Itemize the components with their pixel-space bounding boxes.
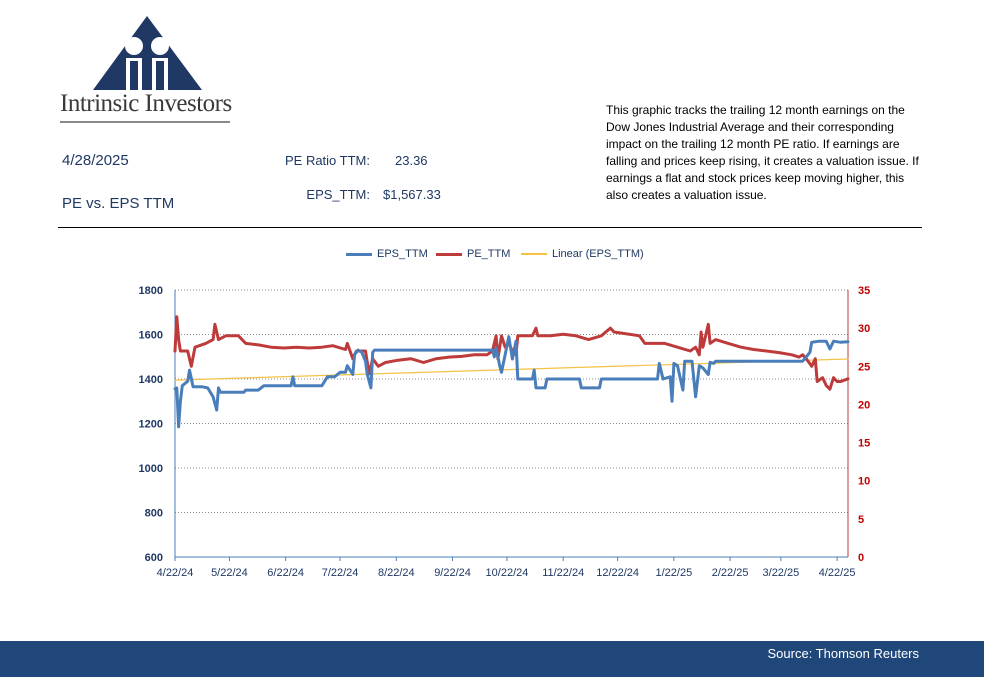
pe-eps-chart: 600 800 1000 1200 1400 1600 1800 0 5 10 15 20 25 30 35… <box>139 285 871 579</box>
y-left-tick-label: 1600 <box>139 330 163 342</box>
x-tick-label: 11/22/24 <box>542 567 584 579</box>
y-right-tick-label: 20 <box>858 399 870 411</box>
legend-trend-swatch <box>521 253 547 255</box>
x-tick-label: 10/22/24 <box>486 567 529 579</box>
legend-trend: Linear (EPS_TTM) <box>521 248 644 260</box>
x-tick-label: 2/22/25 <box>712 567 749 579</box>
y-right-tick-label: 0 <box>858 552 864 564</box>
page-subtitle: PE vs. EPS TTM <box>62 195 175 212</box>
legend-eps: EPS_TTM <box>346 248 428 260</box>
legend-pe-swatch <box>436 252 462 256</box>
x-tick-label: 5/22/24 <box>211 567 248 579</box>
x-tick-label: 9/22/24 <box>434 567 471 579</box>
x-tick-label: 3/22/25 <box>763 567 800 579</box>
legend-eps-swatch <box>346 252 372 256</box>
y-right-tick-label: 10 <box>858 476 870 488</box>
x-tick-label: 6/22/24 <box>267 567 304 579</box>
logo-underline <box>60 121 230 123</box>
logo-text: Intrinsic Investors <box>60 90 232 117</box>
y-right-tick-label: 25 <box>858 361 870 373</box>
y-left-tick-label: 1000 <box>139 463 163 475</box>
footer-source: Source: Thomson Reuters <box>767 646 920 661</box>
x-tick-label: 4/22/25 <box>819 567 856 579</box>
header-divider <box>58 227 922 228</box>
pe-ratio-label: PE Ratio TTM: <box>284 153 370 168</box>
y-left-tick-label: 800 <box>145 508 163 520</box>
footer-bar: Source: Thomson Reuters <box>0 641 984 677</box>
y-right-tick-label: 15 <box>858 438 870 450</box>
y-left-tick-label: 1400 <box>139 374 163 386</box>
logo: Intrinsic Investors <box>60 14 235 126</box>
logo-triangle-icon <box>93 16 202 90</box>
legend-eps-label: EPS_TTM <box>377 248 428 260</box>
pe-ratio-value: 23.36 <box>395 153 428 168</box>
y-right-tick-label: 5 <box>858 514 864 526</box>
description-text: This graphic tracks the trailing 12 mont… <box>606 103 919 202</box>
y-left-tick-label: 600 <box>145 552 163 564</box>
x-tick-label: 12/22/24 <box>596 567 639 579</box>
x-tick-label: 4/22/24 <box>157 567 194 579</box>
y-right-tick-label: 30 <box>858 323 870 335</box>
x-tick-label: 8/22/24 <box>378 567 415 579</box>
x-tick-label: 1/22/25 <box>656 567 693 579</box>
y-right-tick-label: 35 <box>858 285 870 297</box>
chart-legend: EPS_TTM PE_TTM Linear (EPS_TTM) <box>0 248 984 264</box>
report-date: 4/28/2025 <box>62 152 129 169</box>
y-left-tick-label: 1200 <box>139 419 163 431</box>
x-tick-label: 7/22/24 <box>322 567 359 579</box>
y-left-tick-label: 1800 <box>139 285 163 297</box>
eps-label: EPS_TTM: <box>306 187 370 202</box>
legend-trend-label: Linear (EPS_TTM) <box>552 248 644 260</box>
legend-pe-label: PE_TTM <box>467 248 511 260</box>
legend-pe: PE_TTM <box>436 248 510 260</box>
eps-value: $1,567.33 <box>383 187 441 202</box>
eps-ttm-line <box>173 335 850 429</box>
